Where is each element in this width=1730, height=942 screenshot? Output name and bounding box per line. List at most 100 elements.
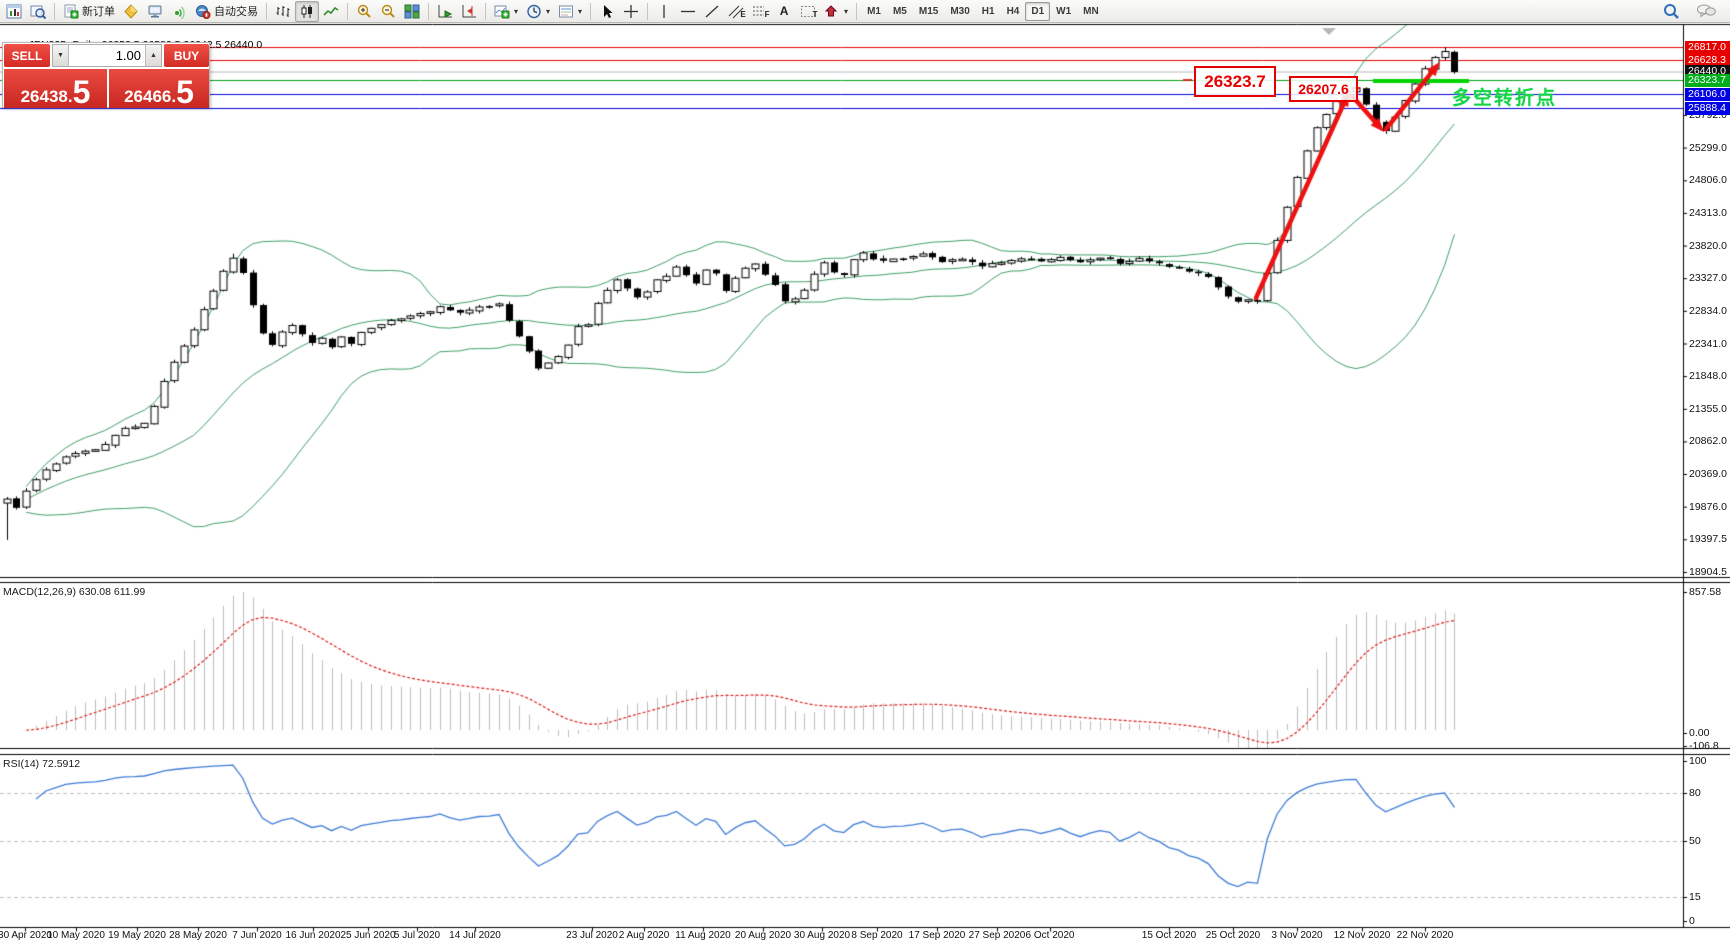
date-tick-label: 28 May 2020 [169, 930, 227, 941]
candlestick-chart-button[interactable] [295, 0, 319, 22]
buy-button[interactable]: BUY [164, 44, 209, 67]
timeframe-d1-button[interactable]: D1 [1025, 1, 1051, 21]
date-tick-label: 5 Jul 2020 [393, 930, 441, 941]
volume-input[interactable] [69, 45, 145, 66]
new-chart-button[interactable] [2, 1, 26, 22]
turning-point-text[interactable]: 多空转折点 [1452, 88, 1558, 109]
zoom-in-button[interactable] [352, 1, 376, 22]
date-tick-label: 20 Aug 2020 [734, 930, 792, 941]
horizontal-line-button[interactable] [676, 1, 700, 22]
volume-stepper: ▼ ▲ [52, 44, 162, 67]
toolbar-group-1: 新订单 自动交易 [59, 0, 262, 22]
timeframe-h4-button[interactable]: H4 [1006, 5, 1020, 17]
sell-button[interactable]: SELL [4, 44, 50, 67]
community-chat-button[interactable] [1692, 1, 1720, 22]
volume-decrease-button[interactable]: ▼ [53, 45, 69, 66]
profiles-icon [30, 4, 46, 19]
date-tick-label: 11 Aug 2020 [675, 930, 731, 941]
volume-increase-button[interactable]: ▲ [145, 45, 161, 66]
autotrading-button[interactable]: 自动交易 [191, 1, 262, 22]
auto-scroll-icon [437, 4, 453, 19]
terminal-button[interactable] [143, 1, 167, 22]
metaeditor-button[interactable] [119, 1, 143, 22]
crosshair-button[interactable] [619, 1, 643, 22]
axis-tick-label: 19876.0 [1689, 500, 1727, 513]
toolbar-group-0 [2, 0, 50, 22]
zoom-out-button[interactable] [376, 1, 400, 22]
templates-caret-icon[interactable]: ▾ [578, 6, 583, 16]
indicators-button[interactable]: ▾ [490, 1, 522, 22]
cursor-button[interactable] [595, 1, 619, 22]
trendline-button[interactable] [700, 1, 724, 22]
date-tick-label: 8 Sep 2020 [851, 930, 903, 941]
candlestick-chart-icon [299, 4, 315, 19]
fibonacci-button[interactable]: F [748, 1, 772, 22]
vertical-line-icon [656, 4, 672, 19]
equidistant-channel-button[interactable]: E [724, 1, 748, 22]
buy-price-display[interactable]: 26466. 5 [109, 69, 209, 108]
axis-tick-label: 80 [1689, 787, 1701, 799]
date-tick-label: 23 Jul 2020 [566, 930, 618, 941]
date-tick-label: 12 Nov 2020 [1333, 930, 1391, 941]
chart-shift-button[interactable] [457, 1, 481, 22]
sell-price-display[interactable]: 26438. 5 [4, 69, 107, 108]
timeframe-mn-button[interactable]: MN [1083, 5, 1099, 17]
fibonacci-icon: F [753, 6, 770, 19]
zoom-out-icon [380, 4, 396, 19]
templates-button[interactable]: ▾ [554, 1, 586, 22]
toolbar-separator [647, 2, 649, 20]
auto-scroll-button[interactable] [433, 1, 457, 22]
periods-button[interactable]: ▾ [522, 1, 554, 22]
date-tick-label: 19 May 2020 [108, 930, 166, 941]
toolbar: 新订单 自动交易 ▾ ▾ ▾ E F A T ▾ M1 M5 M15 M30 H1 H4 D1 W1 MN [0, 0, 1730, 23]
axis-tick-label: 0.00 [1689, 727, 1710, 739]
profiles-button[interactable] [26, 1, 50, 22]
price-annotation-26207[interactable]: 26207.6 [1289, 76, 1358, 102]
date-tick-label: 3 Nov 2020 [1271, 930, 1323, 941]
arrows-button[interactable]: ▾ [820, 1, 852, 22]
timeframe-m30-button[interactable]: M30 [950, 5, 970, 17]
timeframe-m1-button[interactable]: M1 [867, 5, 881, 17]
periods-caret-icon[interactable]: ▾ [546, 6, 551, 16]
axis-tick-label: 22834.0 [1689, 304, 1727, 317]
timeframe-m5-button[interactable]: M5 [892, 5, 907, 17]
date-tick-label: 25 Oct 2020 [1205, 930, 1261, 941]
text-label-button[interactable]: T [796, 1, 820, 22]
line-chart-button[interactable] [319, 1, 343, 22]
axis-tick-label: 20369.0 [1689, 468, 1727, 480]
new-order-button[interactable]: 新订单 [59, 1, 119, 22]
price-annotation-26323[interactable]: 26323.7 [1194, 66, 1276, 97]
timeframe-group: M1 M5 M15 M30 H1 H4 D1 W1 MN [861, 0, 1105, 22]
indicators-icon [494, 4, 510, 19]
toolbar-group-4 [433, 0, 481, 22]
arrows-icon [824, 4, 840, 19]
tile-windows-button[interactable] [400, 1, 424, 22]
date-tick-label: 30 Apr 2020 [0, 930, 52, 941]
axis-tick-label: 21355.0 [1689, 402, 1727, 415]
price-level-badge: 26106.0 [1685, 87, 1730, 101]
timeframe-m15-button[interactable]: M15 [918, 5, 939, 17]
signals-icon [171, 4, 187, 19]
one-click-trade-panel: SELL ▼ ▲ BUY 26438.5 26466.5 [2, 42, 210, 108]
trendline-icon [704, 4, 720, 19]
signals-button[interactable] [167, 1, 191, 22]
axis-tick-label: 23820.0 [1689, 239, 1727, 252]
date-tick-label: 22 Nov 2020 [1396, 930, 1454, 941]
text-button[interactable]: A [772, 1, 796, 22]
timeframe-w1-button[interactable]: W1 [1056, 5, 1072, 17]
arrows-caret-icon[interactable]: ▾ [844, 6, 849, 16]
search-button[interactable] [1658, 1, 1684, 22]
bar-chart-button[interactable] [271, 1, 295, 22]
timeframe-h1-button[interactable]: H1 [981, 5, 995, 17]
date-tick-label: 30 Aug 2020 [793, 930, 851, 941]
indicators-caret-icon[interactable]: ▾ [514, 6, 519, 16]
date-tick-label: 6 Oct 2020 [1025, 930, 1075, 941]
date-tick-label: 27 Sep 2020 [968, 930, 1026, 941]
axis-tick-label: 20862.0 [1689, 435, 1727, 448]
periods-icon [526, 4, 542, 19]
price-level-badge: 26323.7 [1685, 73, 1730, 87]
axis-tick-label: 15 [1689, 891, 1701, 903]
axis-tick-label: -106.8 [1689, 740, 1719, 752]
vertical-line-button[interactable] [652, 1, 676, 22]
